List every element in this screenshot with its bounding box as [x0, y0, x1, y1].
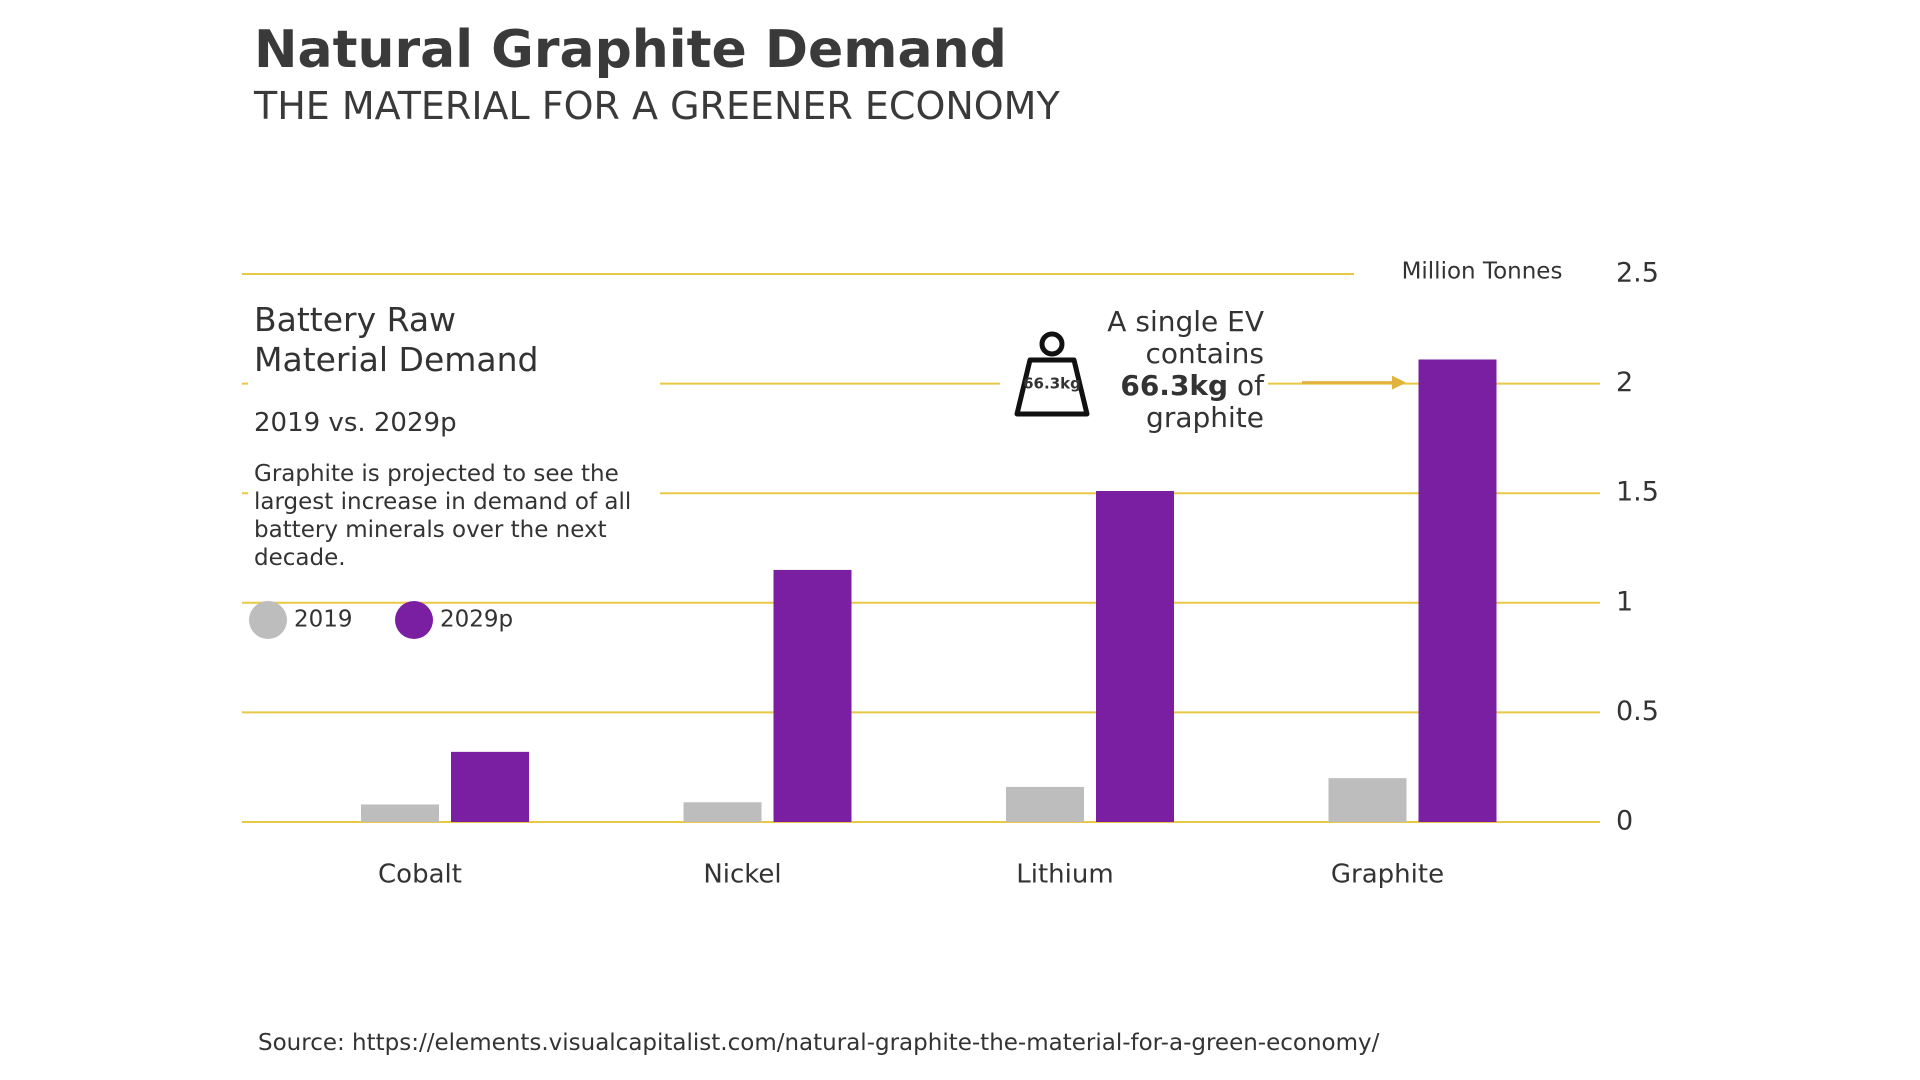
y-tick-label: 0.5: [1616, 696, 1659, 727]
legend-label: 2019: [294, 607, 353, 633]
y-tick-label: 2: [1616, 367, 1633, 398]
annotation-before: A single EV contains: [1107, 305, 1264, 370]
description: Graphite is projected to see the largest…: [254, 461, 632, 571]
icon-body: [1014, 357, 1090, 417]
annotation-arrowhead: [1392, 375, 1406, 390]
legend-swatch: [395, 601, 433, 639]
bar: [1418, 359, 1497, 822]
x-tick-label: Graphite: [1331, 860, 1444, 890]
y-tick-label: 2.5: [1616, 258, 1659, 289]
annotation-text: A single EV contains 66.3kg of graphite: [1104, 306, 1264, 434]
legend-swatch: [249, 601, 287, 639]
bar: [1006, 786, 1084, 822]
bar: [1328, 778, 1407, 822]
y-tick-label: 1: [1616, 586, 1633, 617]
bar: [773, 569, 852, 822]
bar: [683, 802, 762, 822]
annotation-bold: 66.3kg: [1120, 369, 1229, 402]
annotation-after: of graphite: [1146, 369, 1264, 434]
legend: 2019 2029p: [249, 601, 513, 639]
side-panel: Battery Raw Material Demand 2019 vs. 202…: [248, 296, 660, 576]
source: Source: https://elements.visualcapitalis…: [258, 1030, 1380, 1056]
weight-icon: 66.3kg: [1014, 331, 1090, 417]
x-tick-label: Lithium: [1016, 860, 1113, 890]
icon-handle: [1039, 331, 1065, 357]
annotation: 66.3kg A single EV contains 66.3kg of gr…: [1000, 306, 1268, 440]
chart-subtitle: THE MATERIAL FOR A GREENER ECONOMY: [254, 84, 1060, 128]
y-tick-label: 0: [1616, 806, 1633, 837]
panel-title: Battery Raw Material Demand: [254, 300, 539, 379]
chart-title: Natural Graphite Demand: [254, 20, 1007, 80]
bar: [1096, 491, 1174, 822]
y-tick-label: 1.5: [1616, 477, 1659, 508]
legend-label: 2029p: [440, 607, 513, 633]
bar: [361, 804, 439, 822]
icon-label: 66.3kg: [1023, 375, 1081, 393]
y-axis-label: Million Tonnes: [1402, 259, 1563, 285]
period: 2019 vs. 2029p: [254, 408, 457, 438]
x-tick-label: Nickel: [703, 860, 781, 890]
bar: [451, 751, 529, 822]
x-tick-label: Cobalt: [378, 860, 462, 890]
